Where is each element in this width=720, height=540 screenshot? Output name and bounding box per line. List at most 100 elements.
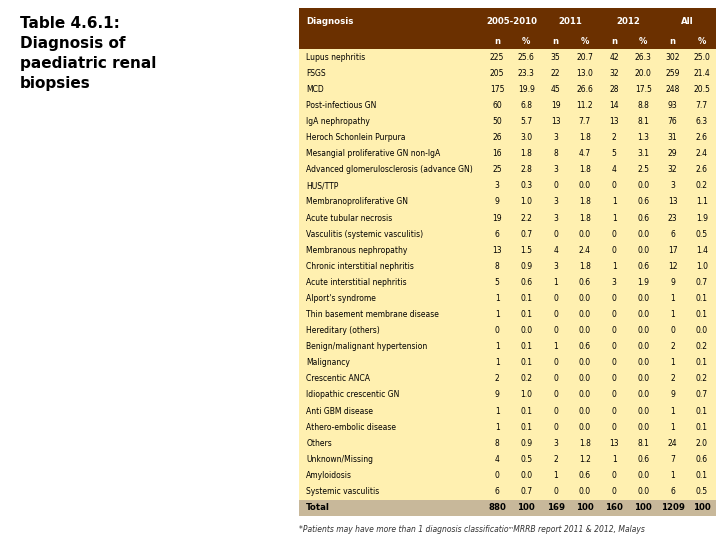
Text: 93: 93 (667, 101, 678, 110)
Text: 0.0: 0.0 (579, 374, 591, 383)
Text: 0.2: 0.2 (696, 374, 708, 383)
Text: 1: 1 (670, 294, 675, 303)
Text: 0.6: 0.6 (637, 213, 649, 222)
Text: Post-infectious GN: Post-infectious GN (306, 101, 377, 110)
Text: 0.0: 0.0 (637, 326, 649, 335)
Text: Malignancy: Malignancy (306, 358, 350, 367)
Text: 6: 6 (495, 487, 500, 496)
Text: 0: 0 (553, 181, 558, 191)
Text: 0.5: 0.5 (521, 455, 533, 464)
Text: FSGS: FSGS (306, 69, 325, 78)
Text: 9: 9 (495, 198, 500, 206)
Text: Thin basement membrane disease: Thin basement membrane disease (306, 310, 439, 319)
Text: 0.5: 0.5 (696, 487, 708, 496)
Text: 1.8: 1.8 (579, 133, 591, 142)
Text: 0: 0 (612, 390, 616, 400)
Text: MCD: MCD (306, 85, 324, 94)
Text: Membranous nephropathy: Membranous nephropathy (306, 246, 408, 255)
Text: 0.0: 0.0 (637, 407, 649, 416)
Text: 0.2: 0.2 (696, 181, 708, 191)
Text: Hereditary (others): Hereditary (others) (306, 326, 380, 335)
Text: 0.0: 0.0 (637, 374, 649, 383)
Text: 259: 259 (665, 69, 680, 78)
Text: 7.7: 7.7 (579, 117, 591, 126)
Text: 0: 0 (612, 181, 616, 191)
Text: 6: 6 (495, 230, 500, 239)
Text: 20.0: 20.0 (635, 69, 652, 78)
Text: 1: 1 (495, 358, 500, 367)
Text: 100: 100 (518, 503, 535, 512)
Text: 26: 26 (492, 133, 502, 142)
Text: 32: 32 (609, 69, 619, 78)
Text: 13: 13 (667, 198, 678, 206)
Text: 2012: 2012 (617, 17, 641, 25)
Text: 880: 880 (488, 503, 506, 512)
Text: 0.9: 0.9 (521, 262, 533, 271)
Text: 0.0: 0.0 (637, 390, 649, 400)
Text: 0: 0 (553, 358, 558, 367)
Text: 13.0: 13.0 (577, 69, 593, 78)
Text: 16: 16 (492, 149, 502, 158)
Text: 45: 45 (551, 85, 560, 94)
Text: 1: 1 (495, 423, 500, 431)
Text: 2: 2 (612, 133, 616, 142)
Text: 76: 76 (667, 117, 678, 126)
Text: Systemic vasculitis: Systemic vasculitis (306, 487, 379, 496)
Text: 1.8: 1.8 (579, 262, 591, 271)
Text: 0: 0 (612, 471, 616, 480)
Text: 0.1: 0.1 (696, 423, 708, 431)
Text: Diagnosis: Diagnosis (306, 17, 354, 25)
Text: 0.1: 0.1 (696, 471, 708, 480)
Text: 1.4: 1.4 (696, 246, 708, 255)
Text: 2.4: 2.4 (579, 246, 591, 255)
Text: 2: 2 (670, 342, 675, 351)
Text: 0: 0 (553, 487, 558, 496)
Text: 1.8: 1.8 (579, 165, 591, 174)
Text: 9: 9 (670, 390, 675, 400)
Text: 0.7: 0.7 (696, 278, 708, 287)
Text: 22: 22 (551, 69, 560, 78)
Text: Mesangial proliferative GN non-IgA: Mesangial proliferative GN non-IgA (306, 149, 441, 158)
Text: 0.0: 0.0 (579, 230, 591, 239)
Text: 25.6: 25.6 (518, 53, 535, 62)
Text: n: n (670, 37, 675, 46)
Text: 3: 3 (612, 278, 616, 287)
Text: 225: 225 (490, 53, 504, 62)
Text: 1.0: 1.0 (521, 390, 532, 400)
Text: %: % (698, 37, 706, 46)
Text: 0: 0 (612, 326, 616, 335)
Text: Total: Total (306, 503, 330, 512)
Text: 60: 60 (492, 101, 502, 110)
Text: 1.0: 1.0 (521, 198, 532, 206)
Text: 1: 1 (670, 407, 675, 416)
Text: 0: 0 (553, 230, 558, 239)
Text: 4.7: 4.7 (579, 149, 591, 158)
Text: 23: 23 (667, 213, 678, 222)
Text: 1: 1 (612, 262, 616, 271)
Text: 0.9: 0.9 (521, 438, 533, 448)
Text: 0.1: 0.1 (696, 294, 708, 303)
Text: 5.7: 5.7 (521, 117, 533, 126)
Text: *Patients may have more than 1 diagnosis classificatioᵐMRRB report 2011 & 2012, : *Patients may have more than 1 diagnosis… (299, 524, 644, 534)
Text: 0.0: 0.0 (579, 326, 591, 335)
Text: 19.9: 19.9 (518, 85, 535, 94)
Text: 1.8: 1.8 (521, 149, 532, 158)
Text: 0.6: 0.6 (696, 455, 708, 464)
Text: Vasculitis (systemic vasculitis): Vasculitis (systemic vasculitis) (306, 230, 423, 239)
Text: 1: 1 (670, 471, 675, 480)
Text: 9: 9 (495, 390, 500, 400)
Text: 0.1: 0.1 (521, 342, 532, 351)
Text: 0.2: 0.2 (521, 374, 532, 383)
Text: n: n (553, 37, 559, 46)
Text: 0.1: 0.1 (521, 294, 532, 303)
Text: 25.0: 25.0 (693, 53, 710, 62)
Text: 21.4: 21.4 (693, 69, 710, 78)
Text: 28: 28 (609, 85, 618, 94)
Text: 13: 13 (609, 117, 619, 126)
Text: HUS/TTP: HUS/TTP (306, 181, 338, 191)
Text: 2.2: 2.2 (521, 213, 532, 222)
Text: 0.0: 0.0 (579, 310, 591, 319)
Text: 12: 12 (668, 262, 678, 271)
Text: n: n (611, 37, 617, 46)
Text: 2.4: 2.4 (696, 149, 708, 158)
